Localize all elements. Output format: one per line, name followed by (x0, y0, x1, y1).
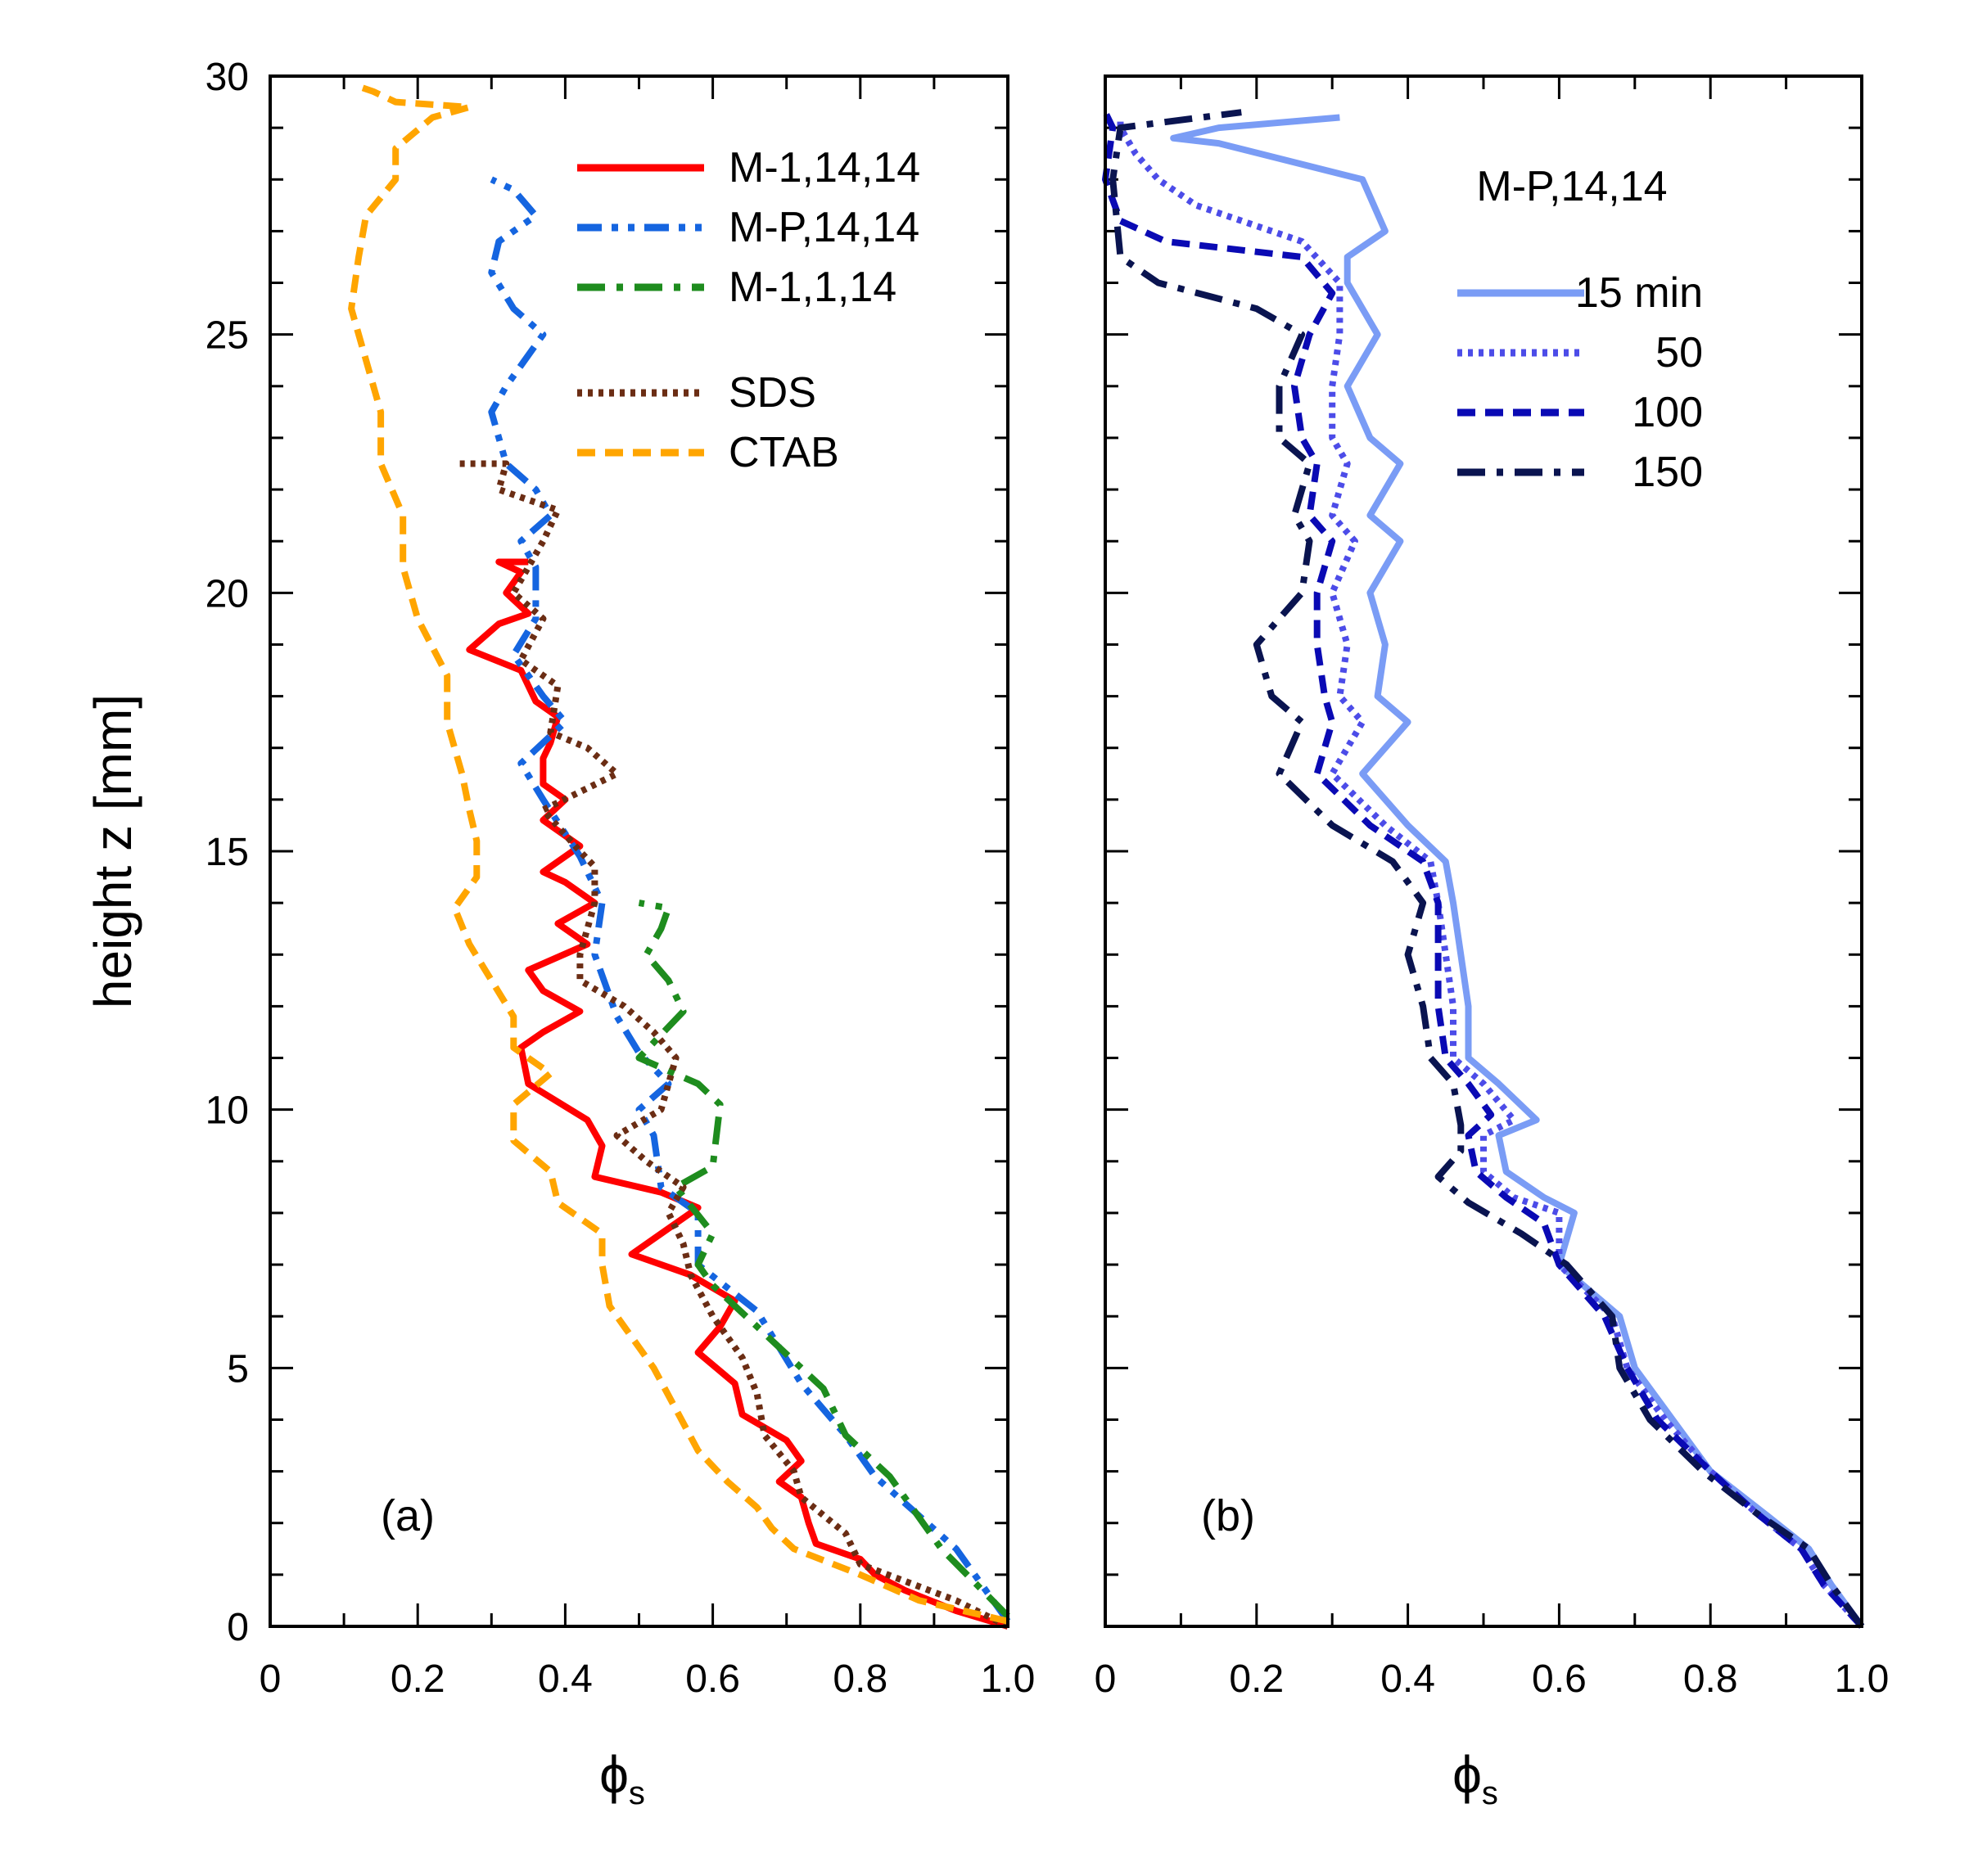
x-tick-label: 1.0 (1835, 1657, 1890, 1701)
legend-label: 50 (1655, 329, 1703, 377)
panel-a-ticks (269, 74, 1009, 1628)
panel-b-x-axis-title: ϕs (1452, 1745, 1498, 1811)
panel-a-tick-labels: 0 0.2 0.4 0.6 0.8 1.0 0 5 10 15 20 25 30 (205, 56, 1036, 1701)
legend-label: 100 (1632, 389, 1703, 436)
legend-label: M-1,1,14 (729, 264, 896, 311)
x-tick-label: 0 (1095, 1657, 1117, 1701)
x-tick-label: 0.2 (1229, 1657, 1284, 1701)
x-tick-label: 0.8 (833, 1657, 887, 1701)
panel-a-label: (a) (381, 1491, 435, 1540)
legend-label: 15 min (1575, 269, 1703, 317)
legend-label: M-1,14,14 (729, 144, 920, 192)
panel-a-frame (269, 74, 1009, 1628)
series-line-150 (1109, 109, 1865, 1629)
y-tick-label: 30 (205, 56, 249, 99)
x-tick-label: 0 (260, 1657, 282, 1701)
series-line-m-1-14-14 (466, 558, 1009, 1630)
series-line-sds (454, 460, 1009, 1630)
panel-b-frame (1104, 74, 1863, 1628)
legend-label: M-P,14,14 (729, 204, 919, 251)
legend-label: CTAB (729, 429, 839, 476)
panel-b-legend: 15 min 50 100 150 (1457, 269, 1703, 496)
x-tick-label: 0.6 (685, 1657, 740, 1701)
panel-b-x-subscript: s (1482, 1775, 1498, 1811)
panel-b-x-symbol: ϕ (1452, 1745, 1482, 1804)
legend-label: 150 (1632, 449, 1703, 496)
y-tick-label: 5 (227, 1347, 249, 1391)
panel-b-series (1102, 109, 1865, 1629)
x-tick-label: 0.4 (1380, 1657, 1435, 1701)
x-tick-label: 0.8 (1683, 1657, 1738, 1701)
x-tick-label: 1.0 (981, 1657, 1036, 1701)
panel-a: 0 0.2 0.4 0.6 0.8 1.0 0 5 10 15 20 25 30 height z [m… (84, 56, 1035, 1811)
series-line-100 (1102, 110, 1864, 1629)
panel-a-x-subscript: s (629, 1775, 645, 1811)
panel-b-label: (b) (1201, 1491, 1255, 1540)
panel-b-title: M-P,14,14 (1476, 163, 1667, 210)
panel-a-legend: M-1,14,14 M-P,14,14 M-1,1,14 SDS CTAB (577, 144, 920, 476)
y-tick-label: 15 (205, 831, 249, 874)
panel-b-tick-labels: 0 0.2 0.4 0.6 0.8 1.0 (1095, 1657, 1890, 1701)
y-axis-title: height z [mm] (84, 694, 142, 1008)
y-tick-label: 0 (227, 1606, 249, 1649)
series-line-50 (1117, 117, 1864, 1629)
y-tick-label: 20 (205, 572, 249, 616)
panel-b-ticks (1104, 74, 1863, 1628)
y-tick-label: 10 (205, 1089, 249, 1133)
legend-label: SDS (729, 369, 816, 417)
x-tick-label: 0.6 (1532, 1657, 1587, 1701)
series-line-ctab (348, 83, 1009, 1625)
panel-a-x-symbol: ϕ (599, 1745, 629, 1804)
series-line-m-1-1-14 (635, 900, 1010, 1619)
panel-a-series (348, 83, 1011, 1630)
x-tick-label: 0.4 (538, 1657, 593, 1701)
y-tick-label: 25 (205, 314, 249, 358)
panel-a-x-axis-title: ϕs (599, 1745, 645, 1811)
series-line-15-min (1170, 114, 1865, 1629)
x-tick-label: 0.2 (391, 1657, 445, 1701)
panel-b: 0 0.2 0.4 0.6 0.8 1.0 ϕs (b) M-P,14,14 15 min… (1095, 74, 1890, 1811)
